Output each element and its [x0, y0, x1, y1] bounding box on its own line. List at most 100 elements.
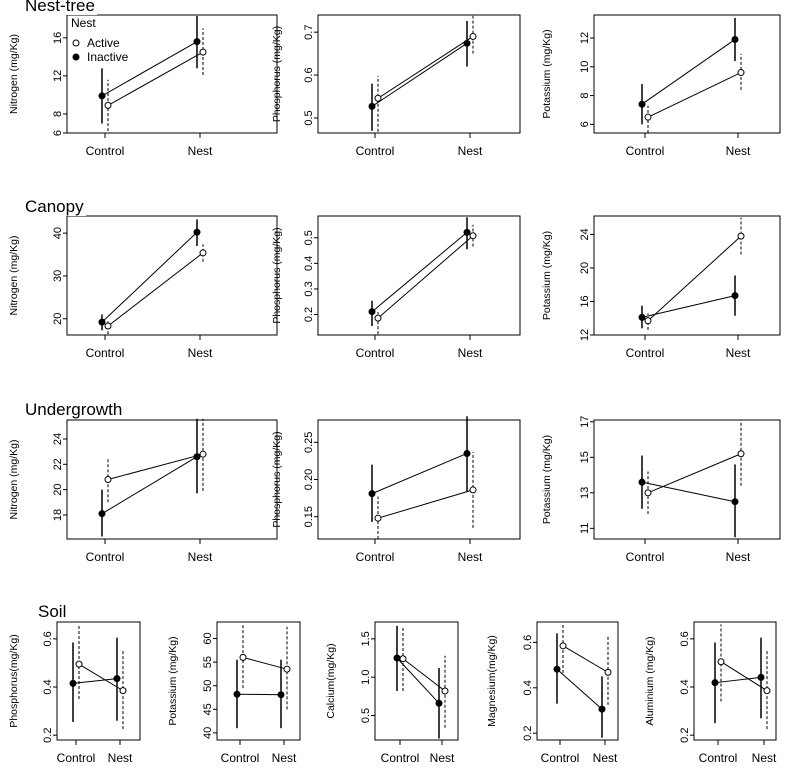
y-axis-label: Potassium (mg/Kg)	[541, 231, 553, 320]
y-tick-label: 60	[202, 632, 214, 644]
y-tick-label: 0.2	[303, 307, 315, 322]
x-tick-label: Nest	[430, 751, 455, 765]
y-tick-label: 22	[52, 458, 64, 470]
inactive-point	[464, 450, 470, 456]
y-tick-label: 50	[202, 680, 214, 692]
section-title-canopy: Canopy	[25, 198, 86, 216]
y-tick-label: 30	[52, 270, 64, 282]
x-tick-label: Control	[356, 144, 395, 158]
y-tick-label: 0.20	[303, 469, 315, 490]
legend-title: Nest	[71, 16, 96, 30]
x-tick-label: Control	[626, 144, 665, 158]
y-tick-label: 6	[579, 121, 591, 127]
y-tick-label: 16	[52, 32, 64, 44]
y-tick-label: 20	[579, 262, 591, 274]
y-tick-label: 0.4	[303, 256, 315, 271]
y-tick-label: 0.6	[42, 631, 54, 646]
inactive-series-line	[642, 39, 735, 104]
y-tick-label: 12	[579, 32, 591, 44]
inactive-point	[369, 103, 375, 109]
x-tick-label: Nest	[726, 550, 751, 564]
inactive-point	[732, 36, 738, 42]
y-tick-label: 40	[202, 727, 214, 739]
x-tick-label: Control	[221, 751, 260, 765]
plot-frame	[318, 420, 520, 539]
y-axis-label: Magnesium(mg/Kg)	[486, 635, 498, 727]
active-point	[738, 451, 744, 457]
active-series-line	[378, 236, 473, 318]
x-tick-label: Nest	[108, 751, 133, 765]
y-tick-label: 18	[52, 509, 64, 521]
x-tick-label: Control	[356, 550, 395, 564]
inactive-series-line	[642, 296, 735, 318]
y-axis-label: Nitrogen (mg/Kg)	[8, 34, 20, 114]
active-point	[605, 669, 611, 675]
active-point	[645, 318, 651, 324]
y-tick-label: 0.2	[42, 728, 54, 743]
active-series-line	[648, 73, 741, 118]
inactive-point	[369, 491, 375, 497]
y-tick-label: 24	[52, 433, 64, 445]
y-tick-label: 0.15	[303, 506, 315, 527]
active-point	[470, 33, 476, 39]
active-point	[105, 477, 111, 483]
inactive-point	[234, 691, 240, 697]
inactive-point	[436, 700, 442, 706]
y-tick-label: 0.2	[522, 726, 534, 741]
y-tick-label: 0.6	[303, 67, 315, 82]
x-tick-label: Control	[541, 751, 580, 765]
x-tick-label: Control	[57, 751, 96, 765]
y-tick-label: 0.7	[303, 25, 315, 40]
y-tick-label: 13	[579, 487, 591, 499]
y-axis-label: Potassium (mg/Kg)	[541, 435, 553, 524]
active-point	[442, 688, 448, 694]
plot-frame	[318, 216, 520, 335]
x-tick-label: Nest	[188, 550, 213, 564]
inactive-point	[464, 229, 470, 235]
active-point	[645, 490, 651, 496]
active-series-line	[648, 236, 741, 321]
y-axis-label: Nitrogen (mg/Kg)	[8, 440, 20, 520]
x-tick-label: Nest	[458, 346, 483, 360]
section-title-soil: Soil	[38, 603, 68, 621]
active-point	[470, 487, 476, 493]
inactive-point	[99, 93, 105, 99]
x-tick-label: Control	[86, 144, 125, 158]
legend-inactive-label: Inactive	[87, 50, 129, 64]
y-tick-label: 0.3	[303, 281, 315, 296]
y-axis-label: Potassium (mg/Kg)	[541, 29, 553, 118]
y-tick-label: 0.4	[42, 679, 54, 694]
inactive-point	[639, 479, 645, 485]
inactive-point	[194, 39, 200, 45]
inactive-point	[599, 706, 605, 712]
active-series-line	[108, 253, 203, 326]
inactive-point	[554, 666, 560, 672]
x-tick-label: Control	[356, 346, 395, 360]
plot-frame	[694, 622, 776, 740]
active-point	[738, 233, 744, 239]
y-tick-label: 0.5	[360, 708, 372, 723]
plot-frame	[67, 15, 277, 133]
inactive-point	[70, 680, 76, 686]
x-tick-label: Control	[626, 550, 665, 564]
active-point	[375, 315, 381, 321]
y-tick-label: 1.5	[360, 631, 372, 646]
x-tick-label: Control	[86, 346, 125, 360]
active-point	[400, 656, 406, 662]
inactive-point	[278, 692, 284, 698]
inactive-series-line	[372, 232, 467, 311]
inactive-series-line	[102, 232, 197, 322]
inactive-point	[194, 454, 200, 460]
y-axis-label: Calcium(mg/Kg)	[325, 643, 337, 718]
legend-inactive-marker	[73, 54, 79, 60]
y-tick-label: 15	[579, 451, 591, 463]
active-point	[105, 102, 111, 108]
active-point	[200, 49, 206, 55]
